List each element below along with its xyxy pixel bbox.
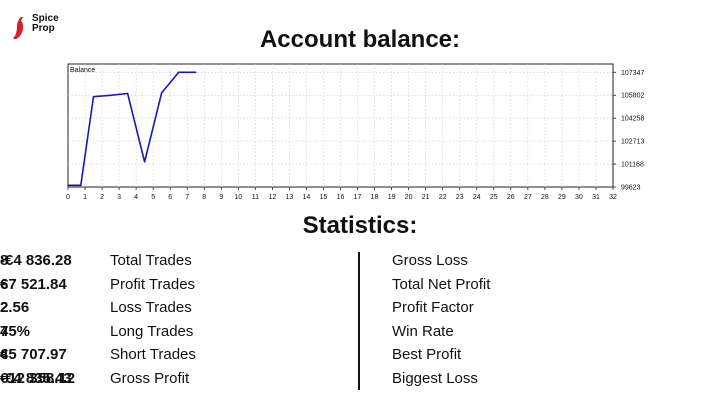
balance-data-point	[109, 94, 112, 97]
x-tick-label: 23	[456, 194, 464, 201]
stat-label: Win Rate	[392, 322, 454, 340]
x-tick-label: 30	[575, 194, 583, 201]
balance-data-point	[177, 71, 180, 74]
x-tick-label: 22	[439, 194, 447, 201]
balance-data-point	[143, 160, 146, 163]
stat-label: Profit Trades	[110, 275, 196, 293]
stat-label: Gross Loss	[392, 252, 468, 269]
balance-chart: 0 1 2 3 4 5 6 7 8 9 10 11 12 13 14 15 16 17 18 19 20 21 22 23 24…	[66, 63, 644, 201]
x-tick-label: 32	[609, 194, 617, 201]
x-tick-label: 26	[507, 194, 515, 201]
pepper-icon	[13, 17, 24, 40]
stat-value: €7 521.84	[0, 275, 67, 293]
balance-data-point	[79, 184, 82, 187]
stat-label: Total Net Profit	[392, 275, 491, 293]
x-tick-label: 27	[524, 194, 532, 201]
x-tick-label: 12	[268, 194, 276, 201]
x-tick-label: 16	[337, 194, 345, 201]
x-tick-label: 4	[134, 194, 138, 201]
stat-label: Best Profit	[392, 346, 462, 364]
x-tick-label: 7	[185, 194, 189, 201]
x-tick-label: 31	[592, 194, 600, 201]
stat-value: 2.56	[0, 299, 30, 317]
account-balance-heading: Account balance:	[259, 26, 461, 53]
x-tick-label: 21	[422, 194, 430, 201]
y-tick-label: 104258	[621, 116, 644, 123]
stat-value: €12 358.12	[0, 370, 76, 387]
stat-value: 2	[0, 299, 9, 317]
x-tick-label: 6	[168, 194, 172, 201]
balance-data-point	[92, 95, 95, 98]
stat-value: €5 707.97	[0, 346, 67, 364]
stat-label: Long Trades	[110, 322, 194, 340]
x-tick-label: 8	[202, 194, 206, 201]
x-tick-label: 5	[151, 194, 155, 201]
x-tick-label: 14	[303, 194, 311, 201]
x-tick-label: 28	[541, 194, 549, 201]
spice-prop-logo: Spice Prop	[12, 14, 82, 44]
stat-value: 4	[0, 322, 9, 340]
stat-label: Short Trades	[110, 346, 196, 364]
x-tick-label: 3	[117, 194, 121, 201]
x-tick-label: 1	[83, 194, 87, 201]
y-tick-label: 99623	[621, 185, 641, 192]
balance-data-point	[160, 91, 163, 94]
x-tick-label: 19	[388, 194, 396, 201]
balance-data-point	[126, 92, 129, 95]
stat-value: 75%	[0, 322, 31, 340]
balance-data-point	[194, 71, 197, 74]
x-tick-label: 0	[66, 194, 70, 201]
stat-label: Biggest Loss	[392, 370, 478, 387]
y-tick-label: 107347	[621, 70, 644, 77]
x-tick-label: 29	[558, 194, 566, 201]
y-tick-label: 102713	[621, 139, 644, 146]
stat-value: 6	[0, 275, 9, 293]
x-tick-label: 15	[320, 194, 328, 201]
y-tick-label: 101168	[621, 162, 644, 169]
balance-data-point	[67, 184, 69, 187]
stat-value: 4	[0, 346, 9, 364]
logo-wordmark: Spice Prop	[32, 14, 59, 34]
stat-label: Profit Factor	[392, 299, 474, 317]
stat-value: -€4 836.28	[0, 252, 72, 269]
x-tick-label: 24	[473, 194, 481, 201]
logo-line-2: Prop	[32, 23, 55, 34]
logo-line-1: Spice	[32, 13, 59, 24]
stat-label: Total Trades	[110, 252, 192, 269]
stats-divider	[358, 252, 360, 390]
x-tick-label: 13	[286, 194, 294, 201]
x-tick-label: 2	[100, 194, 104, 201]
x-tick-label: 11	[252, 194, 259, 201]
stat-label: Loss Trades	[110, 299, 192, 317]
y-tick-label: 105802	[621, 93, 644, 100]
x-tick-label: 20	[405, 194, 413, 201]
x-tick-label: 10	[234, 194, 242, 201]
x-tick-label: 18	[371, 194, 379, 201]
chart-title: Balance	[70, 67, 95, 74]
x-tick-label: 9	[219, 194, 223, 201]
stat-value: -€4 835.43	[0, 370, 72, 387]
stat-label: Gross Profit	[110, 370, 190, 387]
x-tick-label: 25	[490, 194, 498, 201]
stat-value: 8	[0, 252, 9, 269]
x-tick-label: 17	[354, 194, 362, 201]
statistics-heading: Statistics:	[302, 212, 418, 239]
